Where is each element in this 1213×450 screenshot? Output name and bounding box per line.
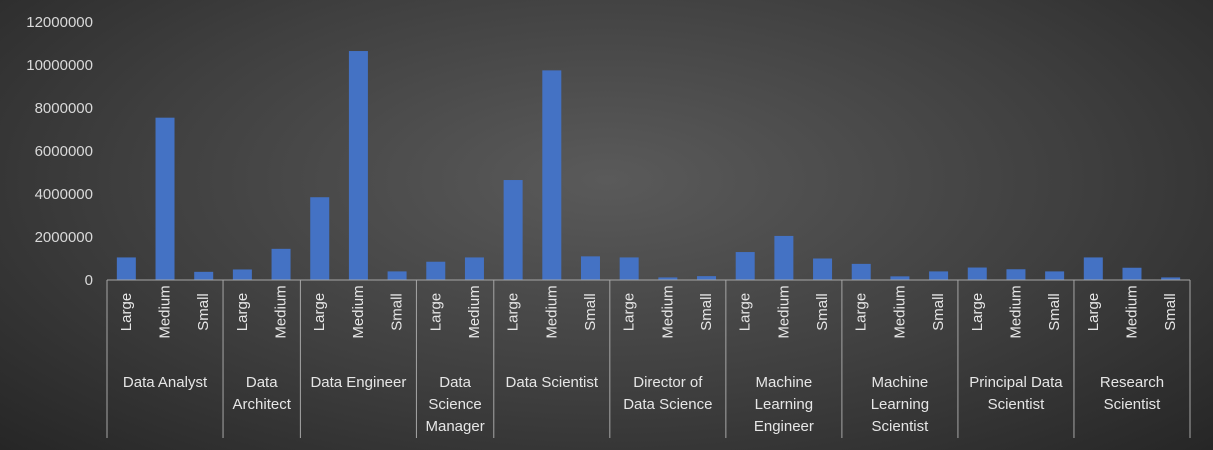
x-category-label: Medium [659,285,676,338]
bar [1083,257,1103,280]
y-tick-label: 0 [85,272,93,289]
bar [426,261,446,280]
bar [619,257,639,280]
bar [1161,277,1181,280]
y-axis: 0 2000000 4000000 6000000 8000000 10000000 120… [26,14,93,289]
x-group-label: Data Analyst [123,374,208,391]
x-category-label: Large [118,293,135,331]
bar [967,267,987,280]
x-group-label: Director of Data Science [623,374,712,413]
x-category-label: Large [969,293,986,331]
x-category-label: Large [234,293,251,331]
bar [890,276,910,280]
y-tick-label: 2000000 [35,229,93,246]
x-category-label: Medium [543,285,560,338]
bar [774,235,794,280]
bar [851,263,871,280]
x-category-label: Large [311,293,328,331]
bar [271,248,291,280]
bar [1045,271,1065,280]
x-category-label: Small [1162,293,1179,331]
bar [658,277,678,280]
bar [464,257,484,280]
x-group-label: Research Scientist [1100,374,1164,413]
x-category-label: Large [621,293,638,331]
bar [813,258,833,280]
x-category-label: Large [1085,293,1102,331]
bar [929,271,949,280]
y-tick-label: 12000000 [26,14,93,31]
x-group-label: Principal Data Scientist [969,374,1063,413]
bar [735,252,755,280]
x-category-label: Small [582,293,599,331]
y-tick-label: 8000000 [35,100,93,117]
x-category-label: Small [930,293,947,331]
bar [1006,269,1026,280]
bar [580,256,600,280]
bar [155,117,175,280]
x-category-label: Large [427,293,444,331]
x-axis: Large Medium Small Data Analyst Large Medium D… [106,279,1191,438]
y-tick-label: 6000000 [35,143,93,160]
x-category-label: Small [195,293,212,331]
x-category-label: Medium [891,285,908,338]
x-category-label: Small [814,293,831,331]
x-group-label: Machine Learning Engineer [754,374,814,435]
x-category-label: Medium [1007,285,1024,338]
bar [348,51,368,281]
bar [194,271,214,280]
x-category-label: Large [853,293,870,331]
x-category-label: Medium [350,285,367,338]
x-category-label: Small [1046,293,1063,331]
y-tick-label: 10000000 [26,57,93,74]
x-group-label: Data Science Manager [426,374,485,435]
bar [232,269,252,280]
x-group-label: Data Scientist [506,374,599,391]
x-category-label: Medium [273,285,290,338]
x-category-label: Medium [466,285,483,338]
bar [503,180,523,280]
bar [310,197,330,280]
bar [116,257,136,280]
bar [697,276,717,280]
x-category-label: Small [698,293,715,331]
y-tick-label: 4000000 [35,186,93,203]
x-group-label: Data Architect [233,374,292,413]
x-category-label: Medium [775,285,792,338]
x-category-label: Small [389,293,406,331]
bar [542,70,562,280]
x-group-label: Data Engineer [310,374,406,391]
x-category-label: Large [737,293,754,331]
bars [116,51,1181,281]
x-category-label: Medium [1123,285,1140,338]
x-group-label: Machine Learning Scientist [871,374,929,435]
x-category-label: Medium [157,285,174,338]
x-category-label: Large [505,293,522,331]
bar [387,271,407,280]
bar [1122,267,1142,280]
